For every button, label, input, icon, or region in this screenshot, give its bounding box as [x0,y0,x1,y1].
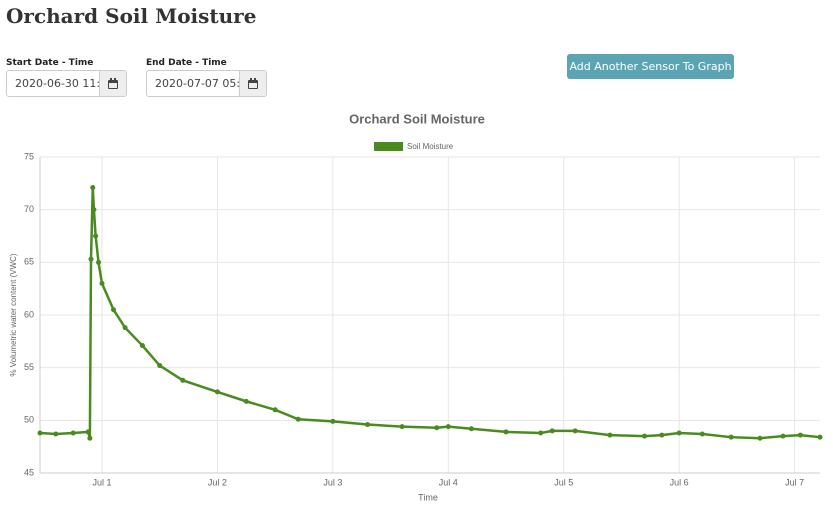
x-tick-label: Jul 2 [208,477,227,487]
x-axis-label: Time [418,492,438,502]
x-tick-label: Jul 1 [92,477,111,487]
data-point [243,398,249,404]
y-axis-label: % Volumetric water content (VWC) [9,253,18,376]
data-point [85,429,91,435]
data-point [53,431,59,437]
data-point [93,233,99,239]
data-point [549,428,555,434]
start-value[interactable]: 2020-06-30 11:00 [15,77,99,90]
y-tick-label: 50 [24,415,34,425]
data-point [87,435,93,441]
calendar-button[interactable] [99,71,126,96]
y-tick-label: 70 [24,204,34,214]
data-point [295,416,301,422]
data-point [111,307,117,313]
y-tick-label: 60 [24,309,34,319]
data-point [96,259,102,265]
data-point [434,425,440,431]
end-value[interactable]: 2020-07-07 05:00 [155,77,239,90]
y-tick-label: 55 [24,362,34,372]
calendar-icon [248,78,258,89]
data-point [676,430,682,436]
y-tick-label: 75 [24,151,34,161]
calendar-icon [108,78,118,89]
data-point [70,430,76,436]
data-point [90,185,96,191]
x-tick-label: Jul 6 [670,477,689,487]
legend-swatch [374,142,403,151]
data-point [572,428,578,434]
data-point [699,431,705,437]
end-label: End Date - Time [146,58,227,68]
data-point [364,422,370,428]
data-point [139,343,145,349]
data-point [659,432,665,438]
y-tick-label: 65 [24,257,34,267]
data-point [445,424,451,430]
data-point [503,429,509,435]
data-point [728,434,734,440]
y-tick-label: 45 [24,467,34,477]
data-point [607,432,613,438]
start-input[interactable]: 2020-06-30 11:00 [6,70,127,97]
x-tick-label: Jul 4 [439,477,458,487]
data-point [780,433,786,439]
data-point [99,280,105,286]
add-sensor-button[interactable]: Add Another Sensor To Graph [567,54,734,79]
chart-title: Orchard Soil Moisture [349,111,485,126]
data-line [39,187,821,440]
data-point [180,377,186,383]
data-point [214,389,220,395]
data-point [37,430,43,436]
data-point [157,363,163,369]
x-tick-label: Jul 3 [323,477,342,487]
x-tick-label: Jul 7 [785,477,804,487]
end-input[interactable]: 2020-07-07 05:00 [146,70,267,97]
x-tick-label: Jul 5 [554,477,573,487]
calendar-button[interactable] [239,71,266,96]
legend-label: Soil Moisture [407,142,454,151]
data-point [468,426,474,432]
start-label: Start Date - Time [6,58,94,68]
data-point [797,432,803,438]
data-point [642,433,648,439]
data-point [399,424,405,430]
data-point [91,207,97,213]
page-title: Orchard Soil Moisture [6,4,257,28]
data-point [122,325,128,331]
data-point [538,430,544,436]
data-point [817,434,823,440]
data-point [272,407,278,413]
data-point [757,435,763,441]
data-point [330,418,336,424]
data-point [88,256,94,262]
